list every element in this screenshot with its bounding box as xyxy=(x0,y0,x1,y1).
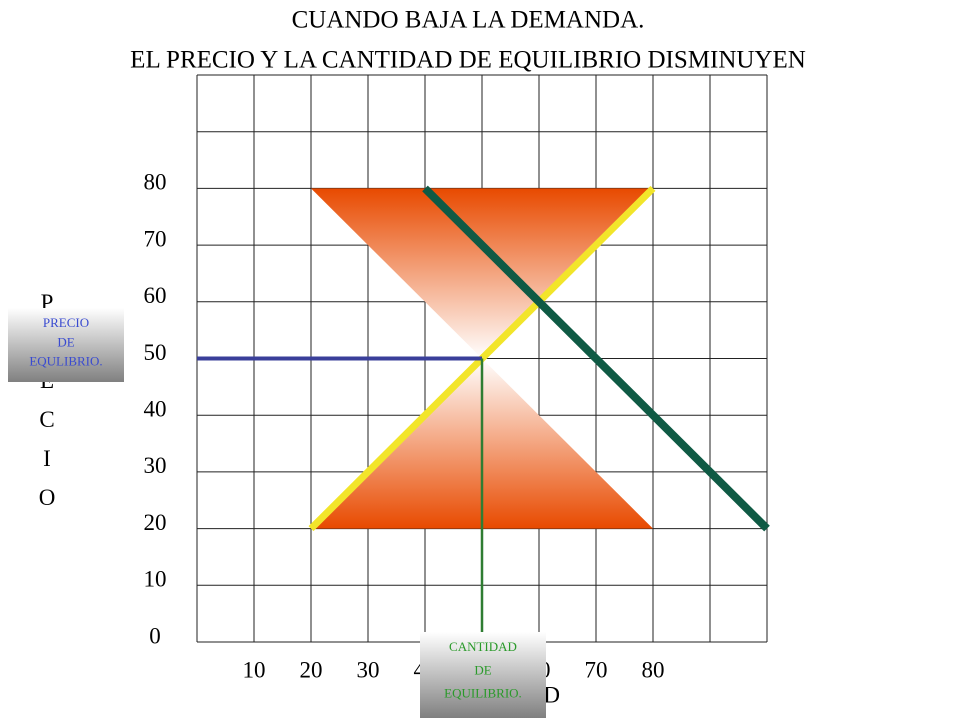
annotation-text: EQULIBRIO. xyxy=(29,354,102,369)
y-tick-label: 10 xyxy=(144,567,167,592)
y-tick-label: 60 xyxy=(144,283,167,308)
annotation-text: EQUILIBRIO. xyxy=(444,686,522,701)
area xyxy=(311,188,653,359)
x-tick-label: 20 xyxy=(300,657,323,682)
annotation-text: DE xyxy=(474,662,491,677)
x-tick-label: 70 xyxy=(585,657,608,682)
annotation-box xyxy=(8,308,124,382)
line xyxy=(422,185,770,532)
annotation-text: PRECIO xyxy=(43,315,89,330)
x-tick-label: 10 xyxy=(243,657,266,682)
y-tick-label: 30 xyxy=(144,453,167,478)
y-tick-label: 50 xyxy=(144,340,167,365)
y-tick-label: 40 xyxy=(144,396,167,421)
chart-title: CUANDO BAJA LA DEMANDA. xyxy=(292,7,645,34)
y-tick-label: 20 xyxy=(144,510,167,535)
y-tick-label: 0 xyxy=(149,623,161,648)
annotation-box xyxy=(420,632,546,718)
annotation-text: DE xyxy=(57,334,74,349)
annotations: PRECIO DE EQULIBRIO. CANTIDAD DE EQUILIBRIO. xyxy=(8,308,546,718)
annotation-text: CANTIDAD xyxy=(449,639,517,654)
lines xyxy=(197,185,770,642)
chart-subtitle: EL PRECIO Y LA CANTIDAD DE EQUILIBRIO DI… xyxy=(130,47,806,74)
y-tick-label: 70 xyxy=(144,226,167,251)
y-tick-label: 80 xyxy=(144,170,167,195)
x-tick-label: 80 xyxy=(642,657,665,682)
x-tick-label: 30 xyxy=(357,657,380,682)
